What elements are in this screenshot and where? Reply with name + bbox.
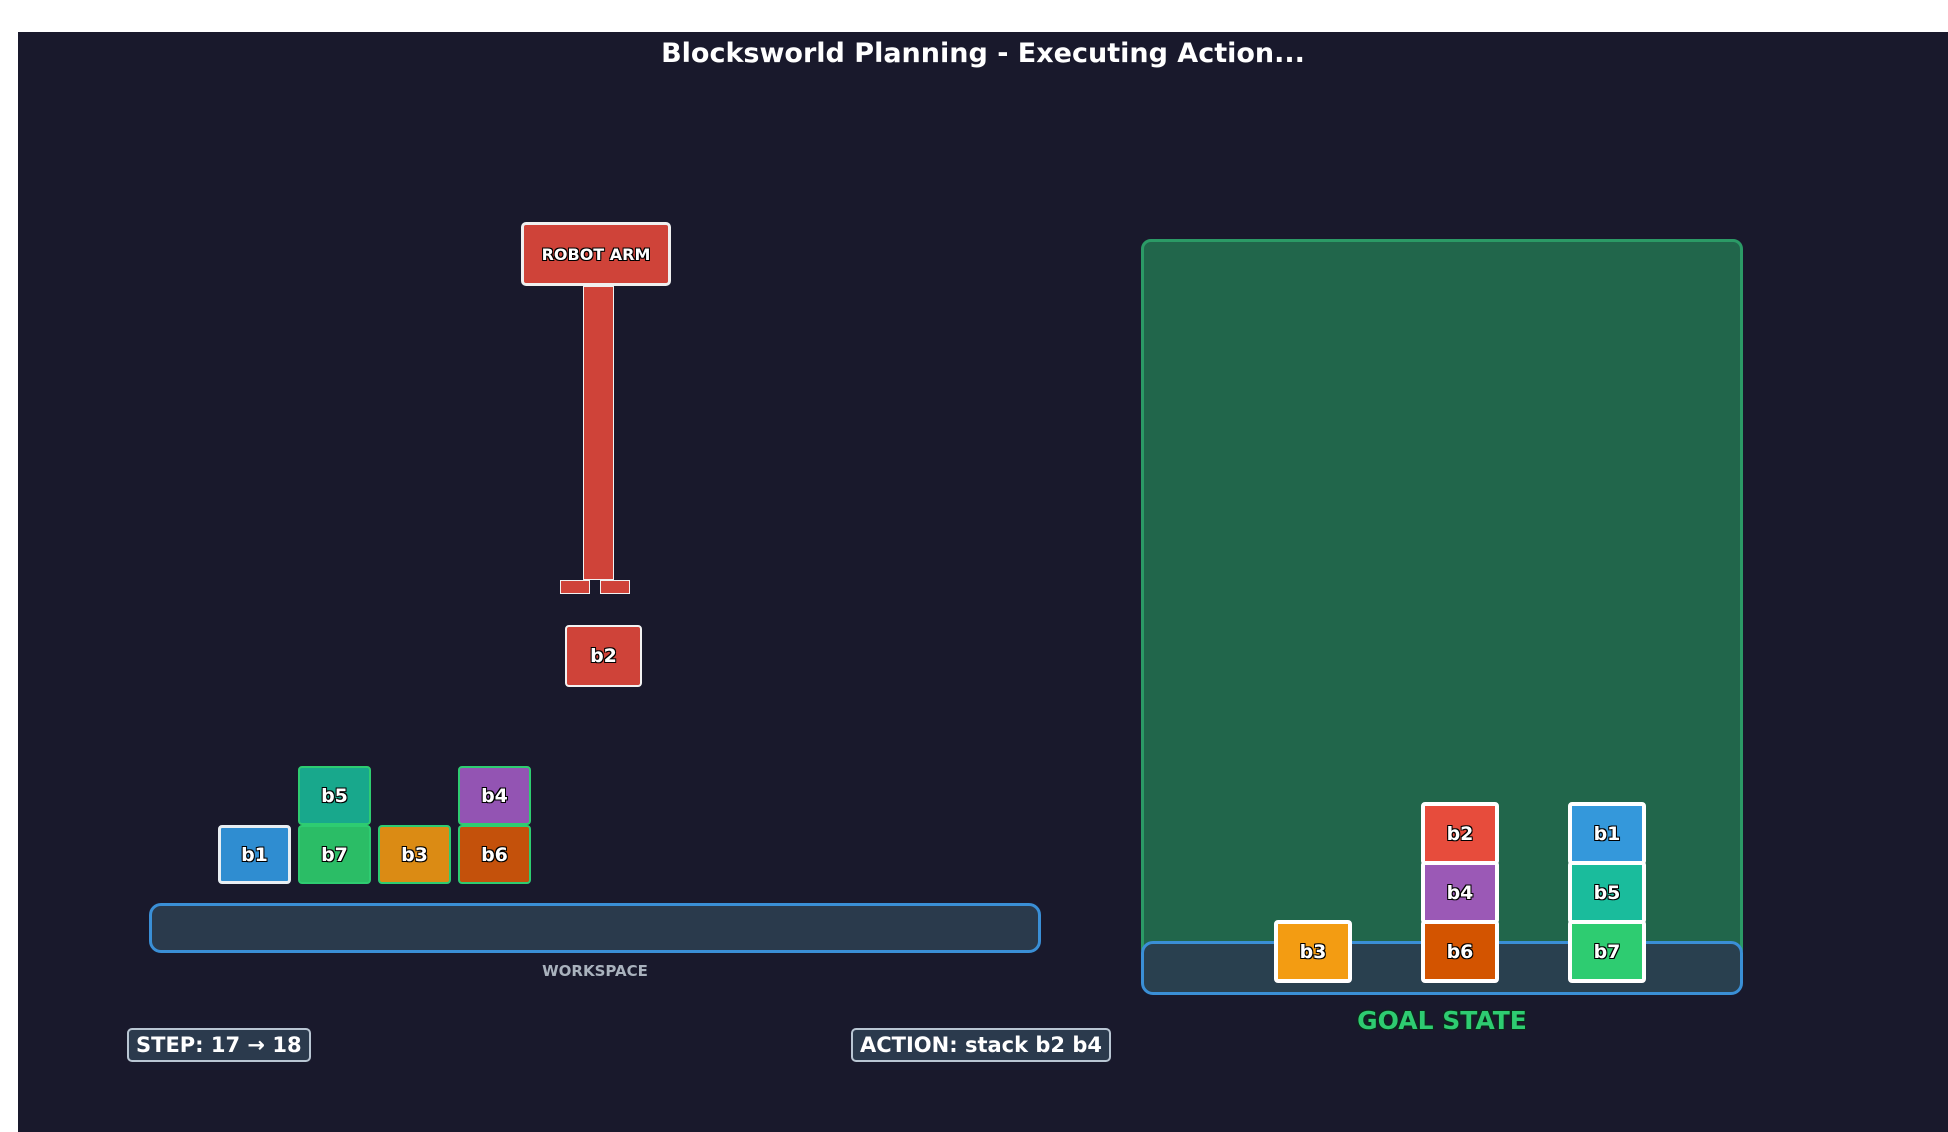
- robot-arm-claw-right: [600, 580, 630, 594]
- workspace-block-b1[interactable]: b1: [218, 825, 291, 884]
- robot-arm-claw-left: [560, 580, 590, 594]
- goal-block-b2: b2: [1421, 802, 1499, 865]
- workspace-block-b5[interactable]: b5: [298, 766, 371, 825]
- robot-arm-shaft: [583, 286, 614, 580]
- robot-arm-head: ROBOT ARM: [521, 222, 671, 286]
- workspace-block-b4[interactable]: b4: [458, 766, 531, 825]
- goal-block-b6: b6: [1421, 920, 1499, 983]
- workspace-block-b6[interactable]: b6: [458, 825, 531, 884]
- action-indicator: ACTION: stack b2 b4: [851, 1028, 1111, 1062]
- workspace-block-b3[interactable]: b3: [378, 825, 451, 884]
- scene-title: Blocksworld Planning - Executing Action.…: [661, 38, 1305, 69]
- goal-block-b1: b1: [1568, 802, 1646, 865]
- workspace-block-b7[interactable]: b7: [298, 825, 371, 884]
- goal-block-b7: b7: [1568, 920, 1646, 983]
- held-block[interactable]: b2: [565, 625, 642, 687]
- goal-block-b5: b5: [1568, 861, 1646, 924]
- goal-block-b4: b4: [1421, 861, 1499, 924]
- step-indicator: STEP: 17 → 18: [127, 1028, 311, 1062]
- goal-block-b3: b3: [1274, 920, 1352, 983]
- goal-state-label: GOAL STATE: [1357, 1006, 1527, 1035]
- workspace-label: WORKSPACE: [542, 962, 648, 980]
- workspace-table: [149, 903, 1041, 953]
